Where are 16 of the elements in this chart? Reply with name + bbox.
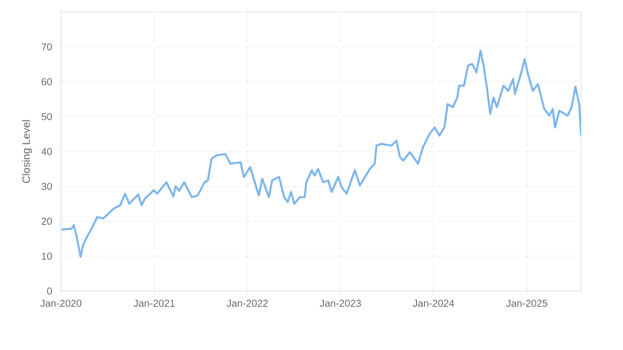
y-tick-label: 40 [41,148,52,156]
x-tick-label: Jan-2020 [40,300,82,307]
x-tick-label: Jan-2021 [134,300,175,307]
x-tick-label: Jan-2023 [320,300,361,307]
y-tick-label: 20 [42,218,52,225]
y-tick-label: 10 [42,252,52,260]
x-tick-label: Jan-2024 [412,300,454,307]
y-tick-label: 50 [42,113,52,120]
y-tick-label: 70 [42,43,52,50]
y-tick-label: 0 [47,287,52,295]
line-series [61,50,582,258]
y-tick-label: 30 [42,182,52,190]
y-axis-title: Closing Level [22,120,32,183]
x-tick-label: Jan-2025 [506,300,548,307]
y-tick-label: 60 [42,78,52,86]
x-tick-label: Jan-2022 [226,300,268,307]
